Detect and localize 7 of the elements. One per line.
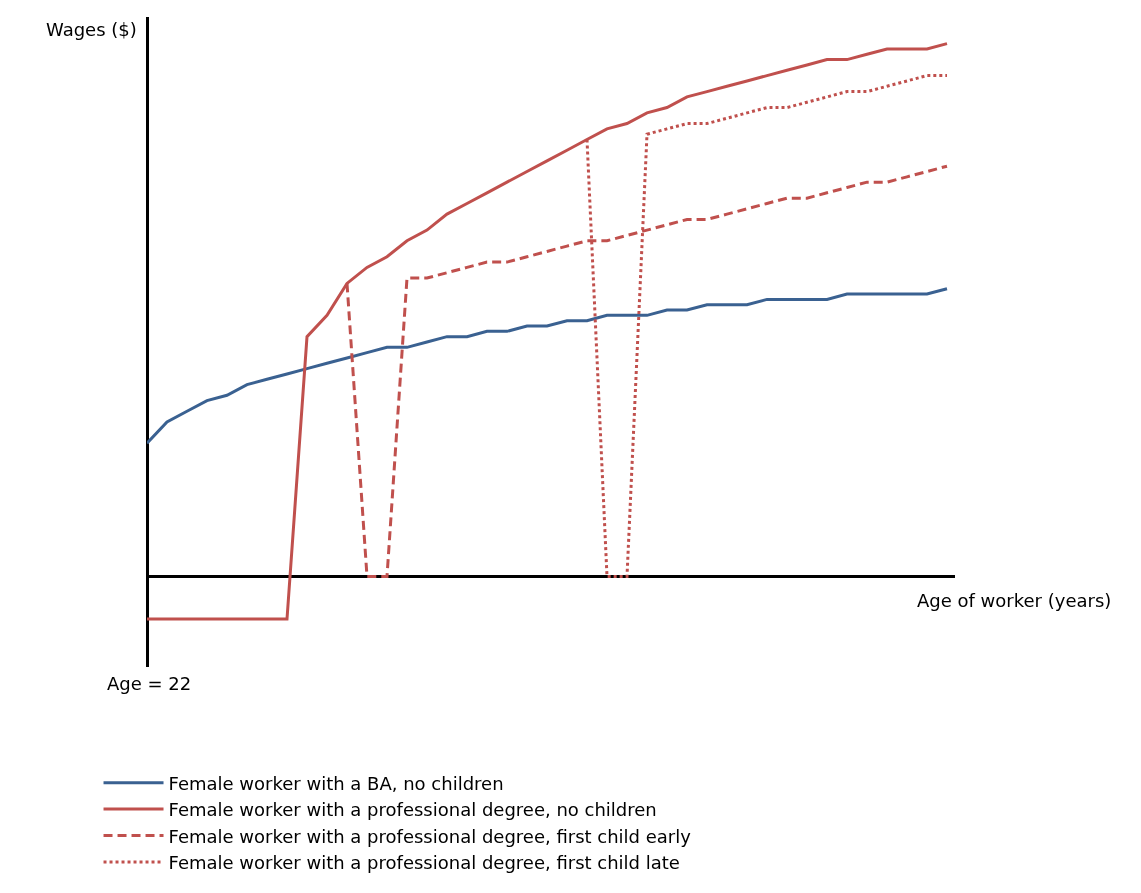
x-axis-title: Age of worker (years): [917, 590, 1112, 611]
y-axis-title: Wages ($): [46, 19, 137, 40]
text: Age = 22: [107, 673, 192, 694]
legend-label: Female worker with a professional degree, first child early: [168, 825, 692, 847]
legend-label: Female worker with a professional degree, first child late: [168, 851, 680, 873]
legend-label: Female worker with a BA, no children: [168, 772, 504, 794]
legend-label: Female worker with a professional degree, no children: [168, 799, 657, 821]
